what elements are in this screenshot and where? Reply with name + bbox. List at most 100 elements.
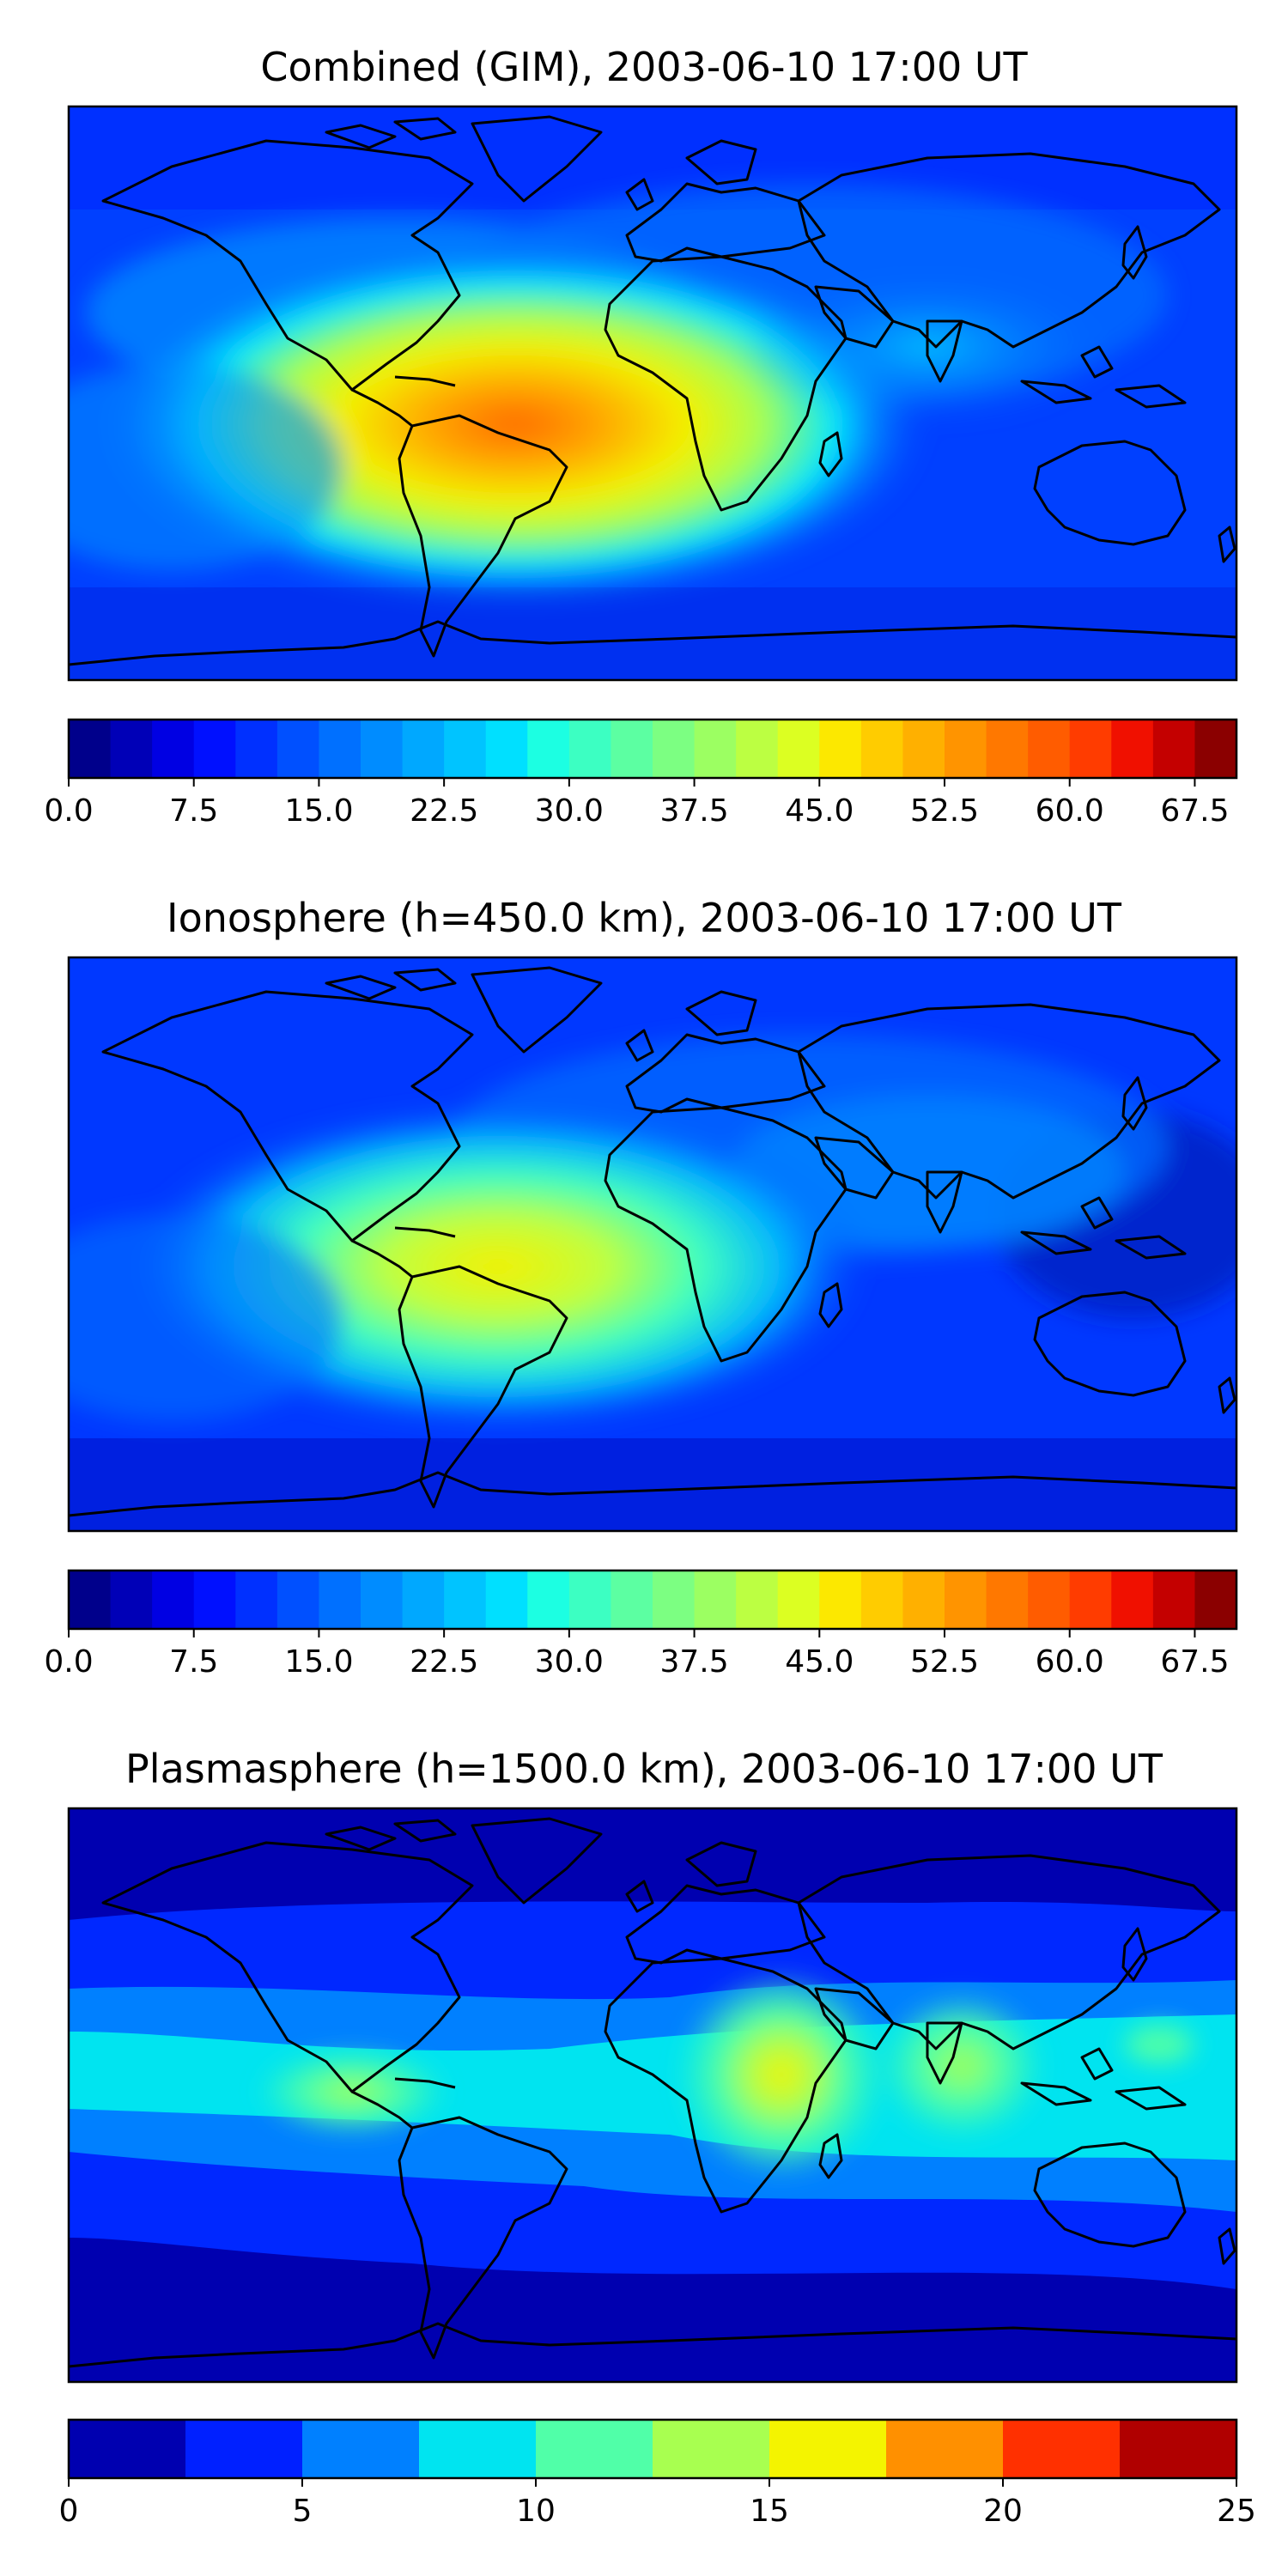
colorbar-tick-label: 25 — [1217, 2494, 1256, 2529]
panel-3-colorbar: 0 5 10 15 20 25 — [59, 2418, 1256, 2529]
colorbar-segment — [1111, 1571, 1154, 1629]
colorbar-frame — [67, 1569, 1238, 1631]
colorbar-frame — [67, 2418, 1238, 2480]
colorbar-segment — [902, 720, 945, 778]
colorbar-segment — [736, 720, 779, 778]
colorbar-segment — [402, 720, 445, 778]
colorbar-tick-label: 7.5 — [169, 1644, 218, 1680]
colorbar-tick-label: 22.5 — [410, 1644, 478, 1680]
colorbar-tick-label: 15.0 — [284, 793, 353, 829]
colorbar-tick-label: 10 — [516, 2494, 556, 2529]
colorbar-segment — [193, 1571, 236, 1629]
colorbar-segment — [527, 720, 570, 778]
panel-1-title: Combined (GIM), 2003-06-10 17:00 UT — [260, 44, 1028, 90]
colorbar-segment — [694, 720, 737, 778]
colorbar-segment — [361, 720, 404, 778]
colorbar-segment — [235, 720, 278, 778]
colorbar-segment — [886, 2420, 1004, 2478]
colorbar-tick-label: 60.0 — [1036, 793, 1104, 829]
colorbar-tick-label: 15.0 — [284, 1644, 353, 1680]
colorbar-segment — [653, 2420, 770, 2478]
colorbar-tick-label: 52.5 — [910, 1644, 979, 1680]
colorbar-segment — [419, 2420, 537, 2478]
panel-1-map — [67, 105, 1238, 682]
panel-1-colorbar: 0.0 7.5 15.0 22.5 30.0 37.5 45.0 52.5 60.0 67.5 — [44, 718, 1238, 829]
colorbar-segment — [276, 720, 320, 778]
colorbar-segment — [319, 1571, 361, 1629]
panel-1-frame — [67, 105, 1238, 682]
colorbar-segment — [945, 720, 987, 778]
colorbar-segment — [1069, 720, 1112, 778]
colorbar-segment — [736, 1571, 779, 1629]
colorbar-segment — [986, 1571, 1029, 1629]
colorbar-segment — [110, 720, 153, 778]
colorbar-segment — [193, 720, 236, 778]
colorbar-segment — [1111, 720, 1154, 778]
colorbar-segment — [402, 1571, 445, 1629]
colorbar-tick-label: 22.5 — [410, 793, 478, 829]
colorbar-segment — [694, 1571, 737, 1629]
panel-2-title: Ionosphere (h=450.0 km), 2003-06-10 17:0… — [167, 895, 1122, 941]
colorbar-segment — [1194, 1571, 1237, 1629]
colorbar-segment — [653, 720, 696, 778]
panel-2-map — [67, 956, 1238, 1533]
colorbar-segment — [302, 2420, 420, 2478]
colorbar-segment — [777, 1571, 820, 1629]
colorbar-frame — [67, 718, 1238, 780]
colorbar-tick-label: 30.0 — [535, 793, 604, 829]
colorbar-segment — [361, 1571, 404, 1629]
colorbar-tick-label: 15 — [750, 2494, 789, 2529]
panel-3-frame — [67, 1807, 1238, 2384]
colorbar-tick-label: 0.0 — [44, 1644, 93, 1680]
colorbar-tick-label: 37.5 — [659, 1644, 728, 1680]
colorbar-segment — [568, 720, 612, 778]
colorbar-segment — [444, 720, 487, 778]
colorbar-tick-label: 60.0 — [1036, 1644, 1104, 1680]
colorbar-tick-label: 0.0 — [44, 793, 93, 829]
colorbar-tick-label: 37.5 — [659, 793, 728, 829]
colorbar-segment — [777, 720, 820, 778]
colorbar-tick-label: 52.5 — [910, 793, 979, 829]
colorbar-segment — [110, 1571, 153, 1629]
colorbar-segment — [444, 1571, 487, 1629]
colorbar-segment — [1120, 2420, 1237, 2478]
colorbar-segment — [1152, 1571, 1196, 1629]
colorbar-tick-label: 0 — [59, 2494, 79, 2529]
colorbar-segment — [235, 1571, 278, 1629]
colorbar-segment — [185, 2420, 303, 2478]
panel-2-frame — [67, 956, 1238, 1533]
colorbar-segment — [568, 1571, 612, 1629]
colorbar-segment — [69, 720, 112, 778]
colorbar-segment — [860, 720, 904, 778]
colorbar-segment — [611, 1571, 653, 1629]
colorbar-segment — [152, 720, 195, 778]
colorbar-segment — [1194, 720, 1237, 778]
colorbar-tick-label: 7.5 — [169, 793, 218, 829]
colorbar-tick-label: 20 — [983, 2494, 1023, 2529]
colorbar-segment — [611, 720, 653, 778]
colorbar-segment — [527, 1571, 570, 1629]
colorbar-tick-label: 67.5 — [1160, 1644, 1229, 1680]
colorbar-segment — [1028, 1571, 1071, 1629]
colorbar-tick-label: 30.0 — [535, 1644, 604, 1680]
colorbar-segment — [986, 720, 1029, 778]
colorbar-segment — [819, 720, 862, 778]
colorbar-segment — [69, 2420, 186, 2478]
colorbar-segment — [1003, 2420, 1121, 2478]
colorbar-segment — [485, 720, 528, 778]
colorbar-tick-label: 45.0 — [785, 1644, 854, 1680]
colorbar-segment — [769, 2420, 887, 2478]
colorbar-segment — [945, 1571, 987, 1629]
colorbar-segment — [536, 2420, 653, 2478]
panel-3-map — [67, 1807, 1238, 2384]
colorbar-segment — [1152, 720, 1196, 778]
colorbar-segment — [653, 1571, 696, 1629]
colorbar-segment — [1028, 720, 1071, 778]
colorbar-tick-label: 45.0 — [785, 793, 854, 829]
colorbar-segment — [819, 1571, 862, 1629]
panel-3-title: Plasmasphere (h=1500.0 km), 2003-06-10 1… — [125, 1746, 1163, 1792]
panel-2-colorbar: 0.0 7.5 15.0 22.5 30.0 37.5 45.0 52.5 60.0 67.5 — [44, 1569, 1238, 1680]
colorbar-segment — [1069, 1571, 1112, 1629]
colorbar-tick-label: 5 — [293, 2494, 313, 2529]
